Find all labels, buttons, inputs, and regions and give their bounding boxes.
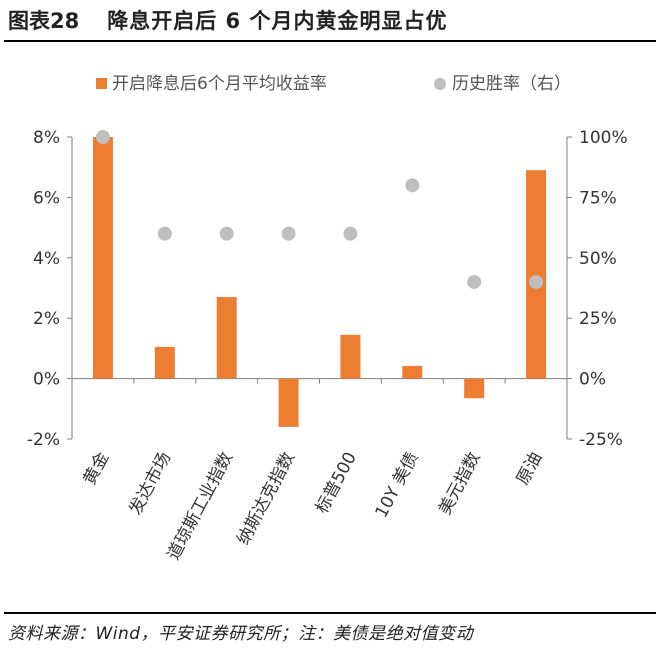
bar-series bbox=[92, 137, 547, 427]
scatter-point bbox=[467, 274, 482, 289]
y-left-tick-label: 4% bbox=[33, 249, 60, 269]
bar bbox=[154, 346, 175, 379]
bar bbox=[402, 365, 423, 379]
y-right-tick-label: -25% bbox=[579, 430, 623, 450]
scatter-point bbox=[95, 130, 110, 144]
chart-canvas: 开启降息后6个月平均收益率 历史胜率（右） 8% 6% 4% 2% 0% -2% 100% 75… bbox=[27, 74, 628, 563]
x-tick-label: 美元指数 bbox=[435, 449, 485, 518]
figure-number: 图表28 bbox=[8, 9, 80, 33]
scatter-point bbox=[405, 178, 420, 193]
y-left-tick-label: -2% bbox=[27, 430, 60, 450]
bar bbox=[464, 378, 485, 399]
bar bbox=[340, 334, 361, 379]
chart-axes: 8% 6% 4% 2% 0% -2% 100% 75% 50% 25% 0% -25% bbox=[27, 128, 628, 450]
y-left-tick-label: 6% bbox=[33, 188, 60, 208]
y-right-tick-label: 100% bbox=[579, 128, 628, 148]
y-right-tick-label: 75% bbox=[579, 188, 617, 208]
y-left-tick-label: 2% bbox=[33, 309, 60, 329]
x-tick-label: 道琼斯工业指数 bbox=[164, 449, 238, 563]
scatter-point bbox=[529, 274, 544, 289]
x-tick-label: 纳斯达克指数 bbox=[233, 449, 299, 548]
figure-title: 降息开启后 6 个月内黄金明显占优 bbox=[107, 9, 448, 33]
scatter-point bbox=[157, 226, 172, 241]
x-tick-label: 标普500 bbox=[312, 449, 361, 517]
x-tick-label: 原油 bbox=[513, 449, 547, 488]
scatter-point bbox=[219, 226, 234, 241]
legend-dot-swatch bbox=[434, 78, 446, 90]
source-note: 资料来源：Wind，平安证券研究所；注：美债是绝对值变动 bbox=[8, 623, 474, 644]
bar bbox=[526, 170, 547, 379]
y-right-tick-label: 0% bbox=[579, 370, 606, 390]
x-tick-label: 黄金 bbox=[80, 449, 114, 488]
bar bbox=[92, 137, 113, 379]
bar bbox=[278, 378, 299, 427]
y-left-tick-label: 0% bbox=[33, 370, 60, 390]
y-right-tick-label: 50% bbox=[579, 249, 617, 269]
source-footer: 资料来源：Wind，平安证券研究所；注：美债是绝对值变动 bbox=[4, 612, 656, 648]
legend-dot-label: 历史胜率（右） bbox=[452, 74, 571, 94]
x-tick-label: 发达市场 bbox=[126, 449, 176, 518]
bar bbox=[216, 297, 237, 379]
scatter-point bbox=[281, 226, 296, 241]
y-right-tick-label: 25% bbox=[579, 309, 617, 329]
y-left-tick-label: 8% bbox=[33, 128, 60, 148]
figure-header: 图表28 降息开启后 6 个月内黄金明显占优 bbox=[4, 0, 656, 42]
scatter-series bbox=[95, 130, 544, 289]
chart-legend: 开启降息后6个月平均收益率 历史胜率（右） bbox=[96, 74, 571, 94]
legend-bar-swatch bbox=[96, 78, 107, 89]
legend-bar-label: 开启降息后6个月平均收益率 bbox=[112, 74, 327, 94]
scatter-point bbox=[343, 226, 358, 241]
x-tick-label: 10Y 美债 bbox=[372, 449, 423, 521]
